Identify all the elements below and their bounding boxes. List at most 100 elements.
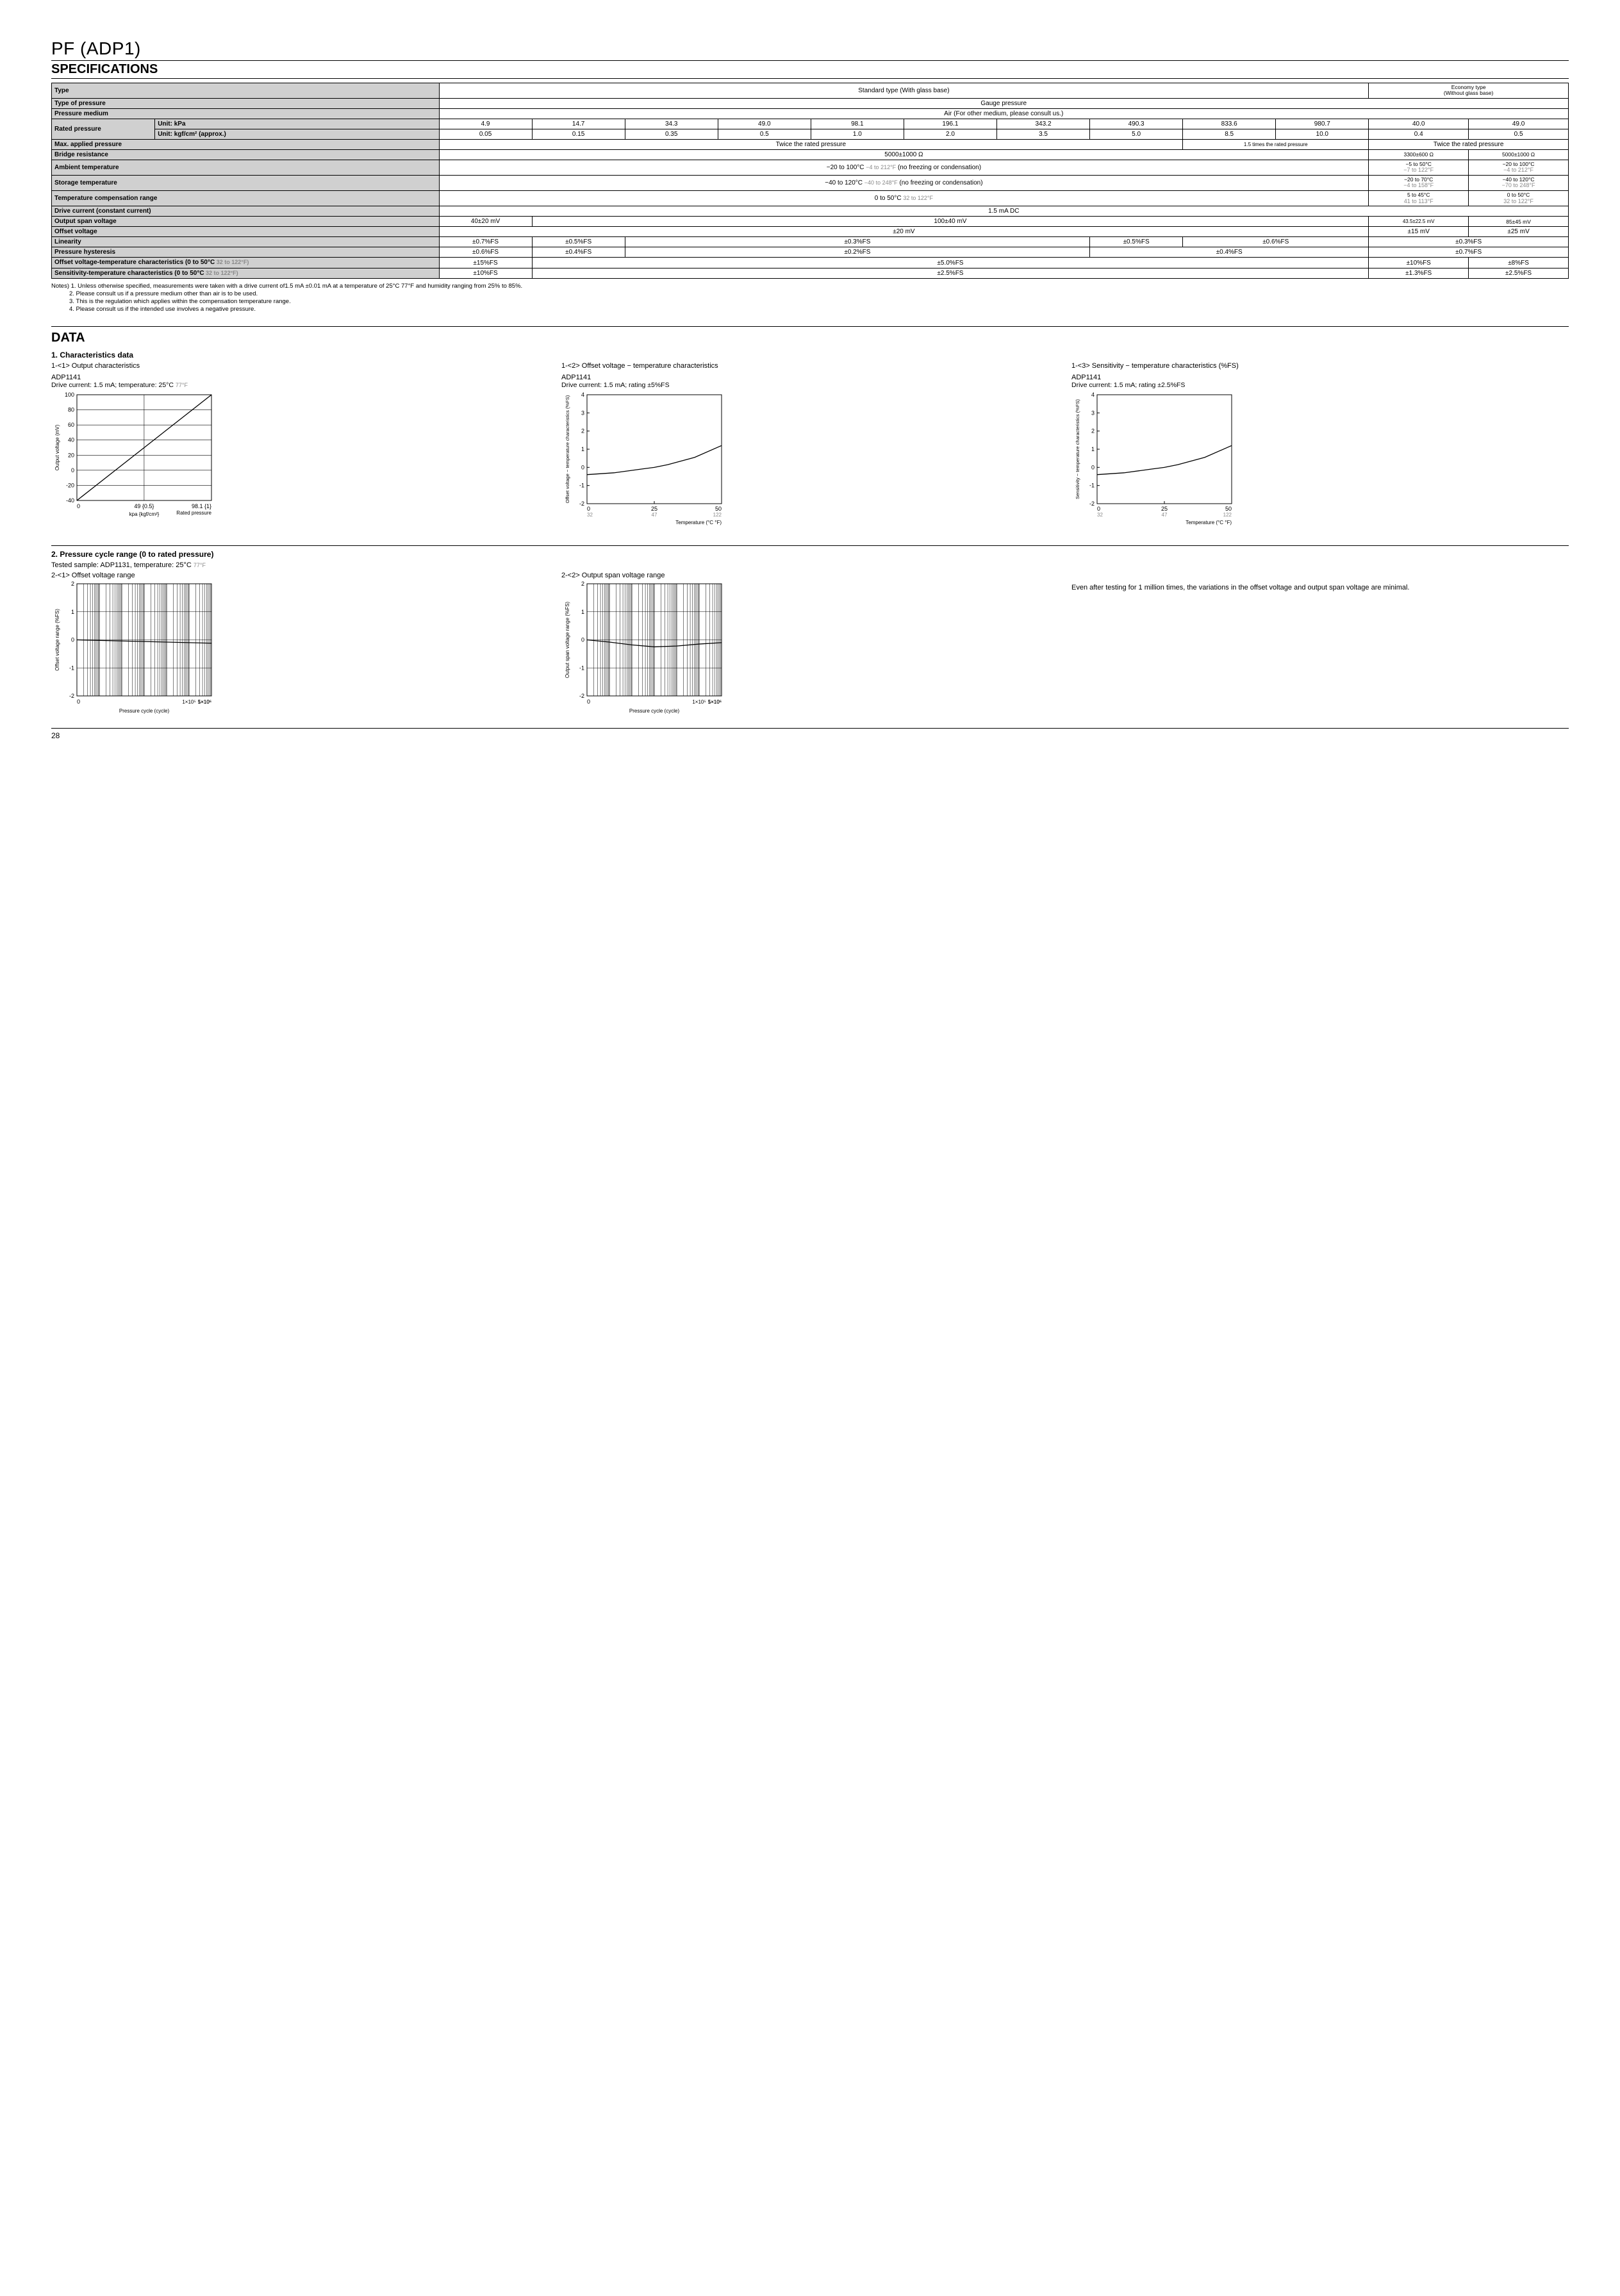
svg-text:47: 47: [652, 512, 657, 518]
row-hyst: Pressure hysteresis: [52, 247, 440, 258]
svg-text:1: 1: [1091, 446, 1095, 452]
spec-table: Type Standard type (With glass base) Eco…: [51, 83, 1569, 279]
cycle-side-text: Even after testing for 1 million times, …: [1071, 572, 1569, 722]
svg-text:-1: -1: [579, 665, 584, 671]
svg-text:47: 47: [1162, 512, 1168, 518]
svg-text:3: 3: [1091, 409, 1095, 416]
characteristics-heading: 1. Characteristics data: [51, 351, 1569, 359]
svg-text:-2: -2: [69, 693, 74, 699]
svg-text:25: 25: [1161, 506, 1168, 512]
cycle-sample: Tested sample: ADP1131, temperature: 25°…: [51, 561, 1569, 569]
svg-text:25: 25: [651, 506, 657, 512]
svg-text:122: 122: [713, 512, 722, 518]
svg-text:-2: -2: [579, 500, 584, 507]
svg-text:1×10⁶: 1×10⁶: [198, 699, 211, 705]
svg-text:-1: -1: [1089, 483, 1095, 489]
svg-text:0: 0: [581, 464, 584, 470]
svg-text:0: 0: [1091, 464, 1095, 470]
row-tempcomp: Temperature compensation range: [52, 191, 440, 206]
page-number: 28: [51, 728, 1569, 740]
svg-text:Temperature (°C °F): Temperature (°C °F): [675, 520, 722, 525]
svg-text:80: 80: [68, 406, 74, 413]
svg-text:4: 4: [1091, 392, 1095, 398]
type-economy: Economy type(Without glass base): [1369, 83, 1569, 99]
row-type: Type: [52, 83, 440, 99]
row-ovt: Offset voltage-temperature characteristi…: [52, 258, 440, 268]
svg-text:0: 0: [71, 467, 74, 474]
svg-text:2: 2: [1091, 428, 1095, 434]
svg-text:Sensitivity − temperature char: Sensitivity − temperature characteristic…: [1075, 399, 1080, 499]
svg-text:Offset voltage range (%FS): Offset voltage range (%FS): [54, 609, 60, 671]
svg-text:60: 60: [68, 422, 74, 428]
svg-text:Offset voltage − temperature c: Offset voltage − temperature characteris…: [565, 395, 570, 503]
page-title: PF (ADP1): [51, 38, 1569, 59]
chart-cycle-offset: 2-<1> Offset voltage range -2-101201×10⁵…: [51, 572, 549, 722]
svg-text:4: 4: [581, 392, 584, 398]
row-pressure-medium: Pressure medium: [52, 108, 440, 119]
svg-text:Pressure cycle (cycle): Pressure cycle (cycle): [629, 708, 680, 714]
svg-text:Temperature (°C °F): Temperature (°C °F): [1186, 520, 1232, 525]
svg-text:50: 50: [715, 506, 722, 512]
chart-output-characteristics: 1-<1> Output characteristics ADP1141 Dri…: [51, 362, 549, 533]
svg-text:-40: -40: [66, 497, 74, 504]
row-senstemp: Sensitivity-temperature characteristics …: [52, 268, 440, 279]
row-storage: Storage temperature: [52, 175, 440, 190]
svg-text:-2: -2: [579, 693, 584, 699]
chart-sensitivity-temp: 1-<3> Sensitivity − temperature characte…: [1071, 362, 1569, 533]
svg-text:2: 2: [581, 581, 584, 587]
svg-text:32: 32: [1097, 512, 1103, 518]
svg-text:20: 20: [68, 452, 74, 458]
svg-text:-2: -2: [1089, 500, 1095, 507]
row-ambient: Ambient temperature: [52, 160, 440, 175]
svg-text:1×10⁶: 1×10⁶: [708, 699, 722, 705]
svg-text:Rated pressure: Rated pressure: [176, 510, 211, 516]
row-span: Output span voltage: [52, 217, 440, 227]
svg-text:32: 32: [587, 512, 593, 518]
row-rated-pressure: Rated pressure: [52, 119, 155, 139]
svg-text:98.1 {1}: 98.1 {1}: [192, 503, 211, 509]
svg-text:0: 0: [587, 698, 590, 705]
row-max-applied: Max. applied pressure: [52, 139, 440, 149]
svg-text:40: 40: [68, 437, 74, 443]
svg-text:122: 122: [1223, 512, 1232, 518]
row-linearity: Linearity: [52, 237, 440, 247]
chart-cycle-span: 2-<2> Output span voltage range -2-10120…: [561, 572, 1059, 722]
notes: Notes) 1. Unless otherwise specified, me…: [51, 283, 1569, 313]
svg-text:-20: -20: [66, 482, 74, 488]
row-unit-kpa: Unit: kPa: [155, 119, 439, 129]
svg-text:Output span voltage range (%FS: Output span voltage range (%FS): [565, 601, 570, 678]
cycle-heading: 2. Pressure cycle range (0 to rated pres…: [51, 550, 1569, 559]
row-drive-current: Drive current (constant current): [52, 206, 440, 217]
row-type-pressure: Type of pressure: [52, 98, 440, 108]
svg-text:2: 2: [581, 428, 584, 434]
svg-text:Pressure cycle (cycle): Pressure cycle (cycle): [119, 708, 170, 714]
section-data: DATA: [51, 331, 1569, 347]
row-offset: Offset voltage: [52, 227, 440, 237]
gauge-pressure: Gauge pressure: [439, 98, 1568, 108]
svg-text:-1: -1: [579, 483, 584, 489]
svg-text:0: 0: [77, 698, 80, 705]
svg-text:kpa {kgf/cm²}: kpa {kgf/cm²}: [129, 511, 160, 517]
svg-text:Output voltage (mV): Output voltage (mV): [54, 424, 60, 470]
svg-text:3: 3: [581, 409, 584, 416]
section-specifications: SPECIFICATIONS: [51, 60, 1569, 79]
row-unit-kgf: Unit: kgf/cm² (approx.): [155, 129, 439, 139]
pressure-medium-val: Air (For other medium, please consult us…: [439, 108, 1568, 119]
svg-text:2: 2: [71, 581, 74, 587]
svg-text:1: 1: [581, 609, 584, 615]
svg-text:0: 0: [587, 506, 590, 512]
svg-text:-1: -1: [69, 665, 74, 671]
svg-text:0: 0: [77, 503, 80, 509]
svg-text:1×10⁵: 1×10⁵: [182, 699, 195, 705]
svg-text:0: 0: [71, 636, 74, 643]
svg-text:49 {0.5}: 49 {0.5}: [134, 503, 154, 509]
type-standard: Standard type (With glass base): [439, 83, 1369, 99]
svg-text:0: 0: [581, 636, 584, 643]
row-bridge: Bridge resistance: [52, 149, 440, 160]
svg-text:50: 50: [1225, 506, 1232, 512]
svg-text:1: 1: [71, 609, 74, 615]
svg-text:1: 1: [581, 446, 584, 452]
svg-text:100: 100: [65, 392, 74, 398]
svg-text:1×10⁵: 1×10⁵: [692, 699, 706, 705]
svg-text:0: 0: [1097, 506, 1100, 512]
